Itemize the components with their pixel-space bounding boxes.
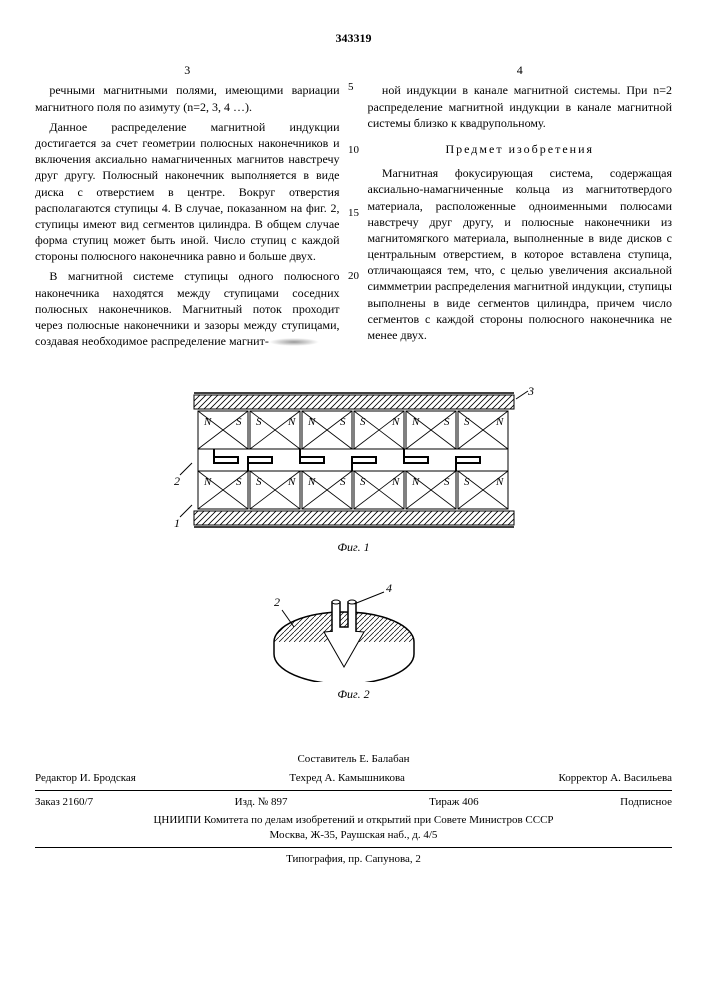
tirazh: Тираж 406 bbox=[429, 795, 479, 810]
svg-text:N: N bbox=[411, 416, 420, 428]
subject-heading: Предмет изобретения bbox=[368, 141, 673, 157]
imprint-footer: Составитель Е. Балабан Редактор И. Бродс… bbox=[35, 752, 672, 867]
svg-text:S: S bbox=[340, 476, 346, 488]
svg-text:N: N bbox=[391, 476, 400, 488]
line-num: 10 bbox=[348, 143, 359, 158]
corrector: Корректор А. Васильева bbox=[558, 771, 672, 786]
svg-text:S: S bbox=[464, 476, 470, 488]
techred: Техред А. Камышникова bbox=[289, 771, 404, 786]
compiler-line: Составитель Е. Балабан bbox=[35, 752, 672, 767]
svg-text:N: N bbox=[495, 476, 504, 488]
two-column-body: 5 10 15 20 3 речными магнитными полями, … bbox=[35, 62, 672, 353]
svg-text:N: N bbox=[307, 476, 316, 488]
line-number-gutter: 5 10 15 20 bbox=[348, 80, 359, 283]
body-paragraph: В магнитной системе ступицы одного полюс… bbox=[35, 268, 340, 349]
body-paragraph: речными магнитными полями, имеющими вари… bbox=[35, 82, 340, 114]
figure-2: 2 4 bbox=[254, 572, 454, 682]
svg-text:N: N bbox=[287, 476, 296, 488]
claim-paragraph: Магнитная фокусирующая система, содержащ… bbox=[368, 165, 673, 343]
body-paragraph: ной индукции в канале магнитной системы.… bbox=[368, 82, 673, 131]
line-num: 5 bbox=[348, 80, 359, 95]
svg-text:N: N bbox=[307, 416, 316, 428]
document-number: 343319 bbox=[35, 30, 672, 46]
fig2-label-2: 2 bbox=[274, 595, 280, 609]
line-num: 20 bbox=[348, 269, 359, 284]
line-num: 15 bbox=[348, 206, 359, 221]
order-no: Заказ 2160/7 bbox=[35, 795, 93, 810]
svg-text:N: N bbox=[203, 476, 212, 488]
body-paragraph: Данное распределение магнитной индукции … bbox=[35, 119, 340, 265]
svg-text:S: S bbox=[360, 476, 366, 488]
figure-1: NS SN NS SN NS SN NS SN NS SN NS SN 1 2 … bbox=[174, 385, 534, 535]
svg-text:S: S bbox=[444, 416, 450, 428]
right-column: 4 ной индукции в канале магнитной систем… bbox=[368, 62, 673, 353]
svg-text:S: S bbox=[360, 416, 366, 428]
fig2-label-4: 4 bbox=[386, 581, 392, 595]
organization: ЦНИИПИ Комитета по делам изобретений и о… bbox=[35, 813, 672, 828]
svg-text:N: N bbox=[391, 416, 400, 428]
fig1-label-3: 3 bbox=[527, 385, 534, 398]
address: Москва, Ж-35, Раушская наб., д. 4/5 bbox=[35, 828, 672, 843]
typography: Типография, пр. Сапунова, 2 bbox=[35, 852, 672, 867]
izd-no: Изд. № 897 bbox=[235, 795, 288, 810]
svg-text:S: S bbox=[256, 416, 262, 428]
svg-text:S: S bbox=[256, 476, 262, 488]
fig1-label-2: 2 bbox=[174, 474, 180, 488]
svg-text:N: N bbox=[495, 416, 504, 428]
svg-text:N: N bbox=[287, 416, 296, 428]
fig1-label-1: 1 bbox=[174, 516, 180, 530]
left-column: 3 речными магнитными полями, имеющими ва… bbox=[35, 62, 340, 353]
print-smudge bbox=[269, 338, 319, 346]
editor: Редактор И. Бродская bbox=[35, 771, 136, 786]
svg-text:S: S bbox=[444, 476, 450, 488]
page-number-right: 4 bbox=[368, 62, 673, 78]
svg-text:S: S bbox=[340, 416, 346, 428]
page-number-left: 3 bbox=[35, 62, 340, 78]
svg-text:S: S bbox=[236, 416, 242, 428]
svg-text:N: N bbox=[411, 476, 420, 488]
figures-block: N S S N N S S N N S S N N S S N N S S N N S S N 1 2 … bbox=[35, 385, 672, 702]
figure-2-caption: Фиг. 2 bbox=[35, 686, 672, 702]
svg-text:S: S bbox=[236, 476, 242, 488]
figure-1-caption: Фиг. 1 bbox=[35, 539, 672, 555]
subscription: Подписное bbox=[620, 795, 672, 810]
svg-text:N: N bbox=[203, 416, 212, 428]
svg-text:S: S bbox=[464, 416, 470, 428]
